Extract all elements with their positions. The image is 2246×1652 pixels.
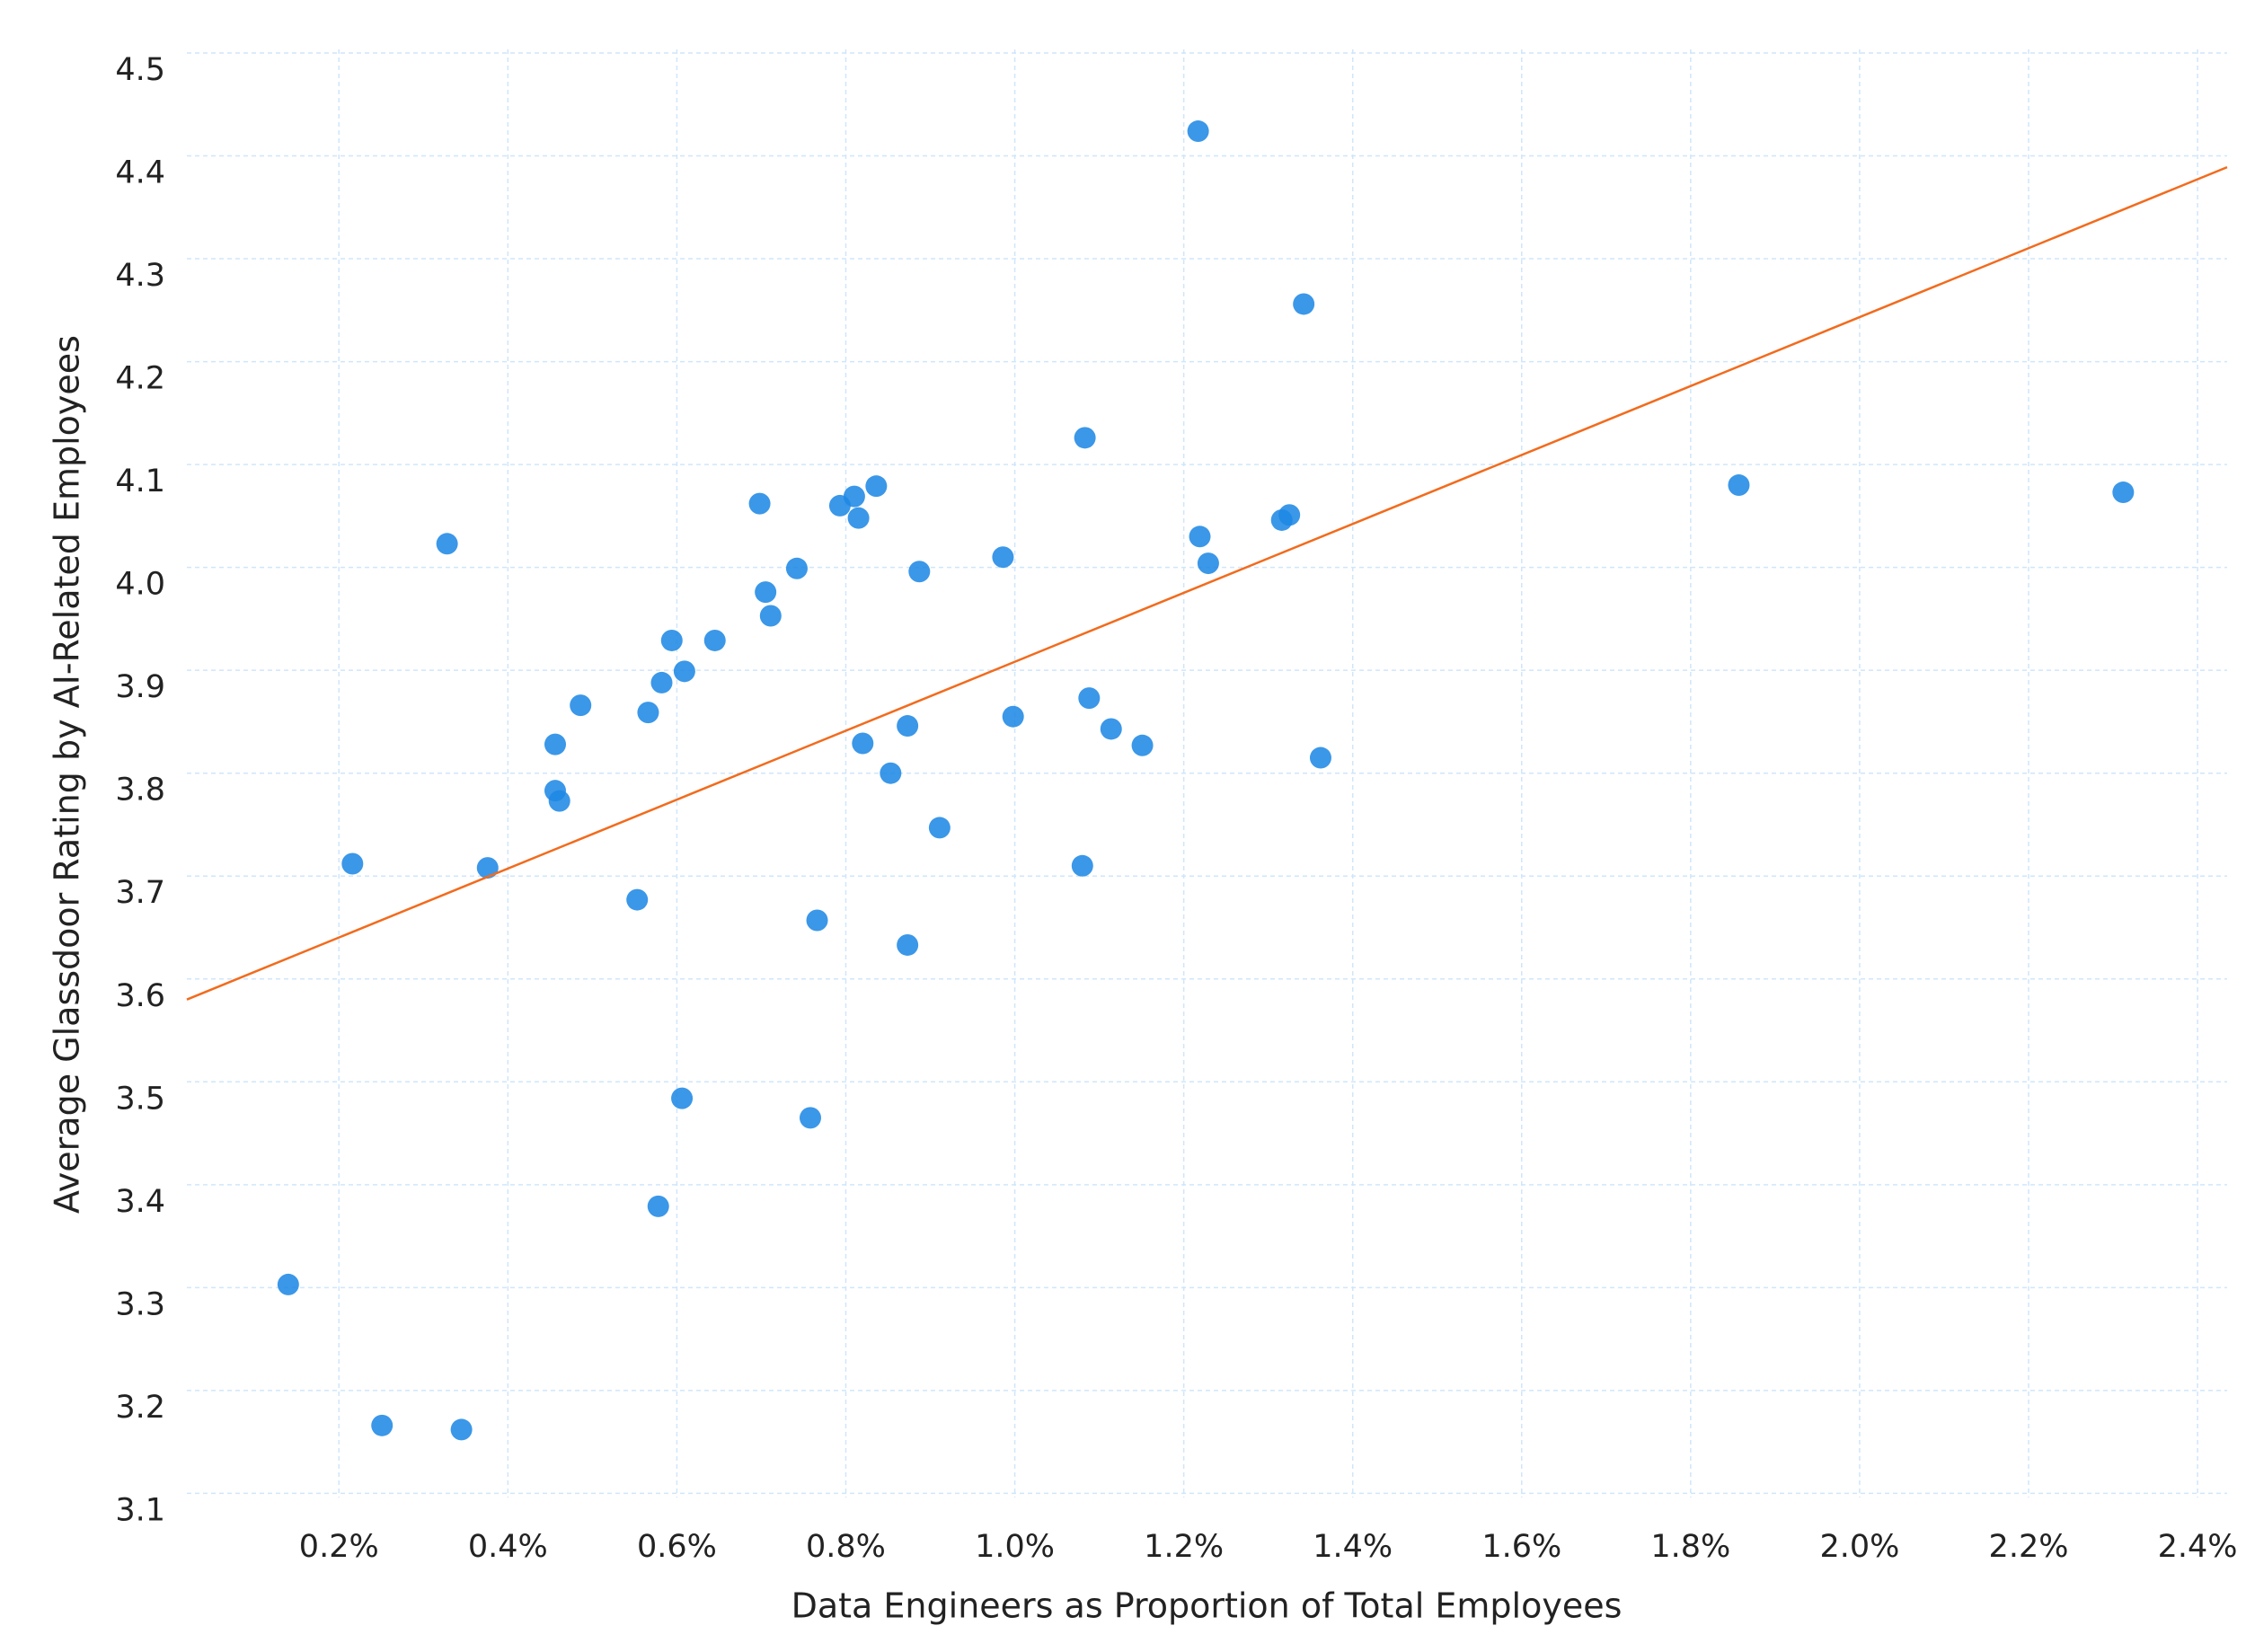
y-tick-label: 3.4 — [115, 1184, 165, 1220]
y-tick-label: 3.7 — [115, 875, 165, 911]
x-tick-label: 2.4% — [2158, 1529, 2238, 1565]
x-tick-label: 0.6% — [637, 1529, 717, 1565]
point — [436, 533, 458, 555]
y-tick-label: 3.1 — [115, 1492, 165, 1528]
point — [1309, 746, 1331, 769]
x-tick-label: 1.2% — [1144, 1529, 1224, 1565]
point — [992, 546, 1014, 569]
x-tick-label: 0.2% — [299, 1529, 379, 1565]
point — [544, 733, 567, 755]
point — [450, 1418, 473, 1441]
point — [1270, 508, 1293, 531]
point — [1197, 552, 1219, 575]
point — [2112, 481, 2135, 504]
point — [371, 1414, 393, 1436]
point — [277, 1273, 299, 1295]
point — [748, 492, 771, 515]
point — [673, 660, 695, 683]
point — [852, 732, 874, 755]
x-tick-label: 0.8% — [806, 1529, 886, 1565]
point — [897, 933, 919, 956]
point — [650, 671, 673, 693]
point — [341, 853, 364, 875]
point — [828, 494, 851, 517]
x-tick-label: 1.6% — [1481, 1529, 1561, 1565]
y-tick-label: 3.2 — [115, 1390, 165, 1426]
x-tick-label: 1.8% — [1650, 1529, 1730, 1565]
point — [570, 694, 592, 717]
point — [647, 1195, 669, 1217]
point — [880, 762, 902, 784]
point — [897, 715, 919, 738]
point — [806, 909, 828, 932]
x-tick-label: 1.4% — [1313, 1529, 1393, 1565]
point — [1189, 526, 1211, 548]
point — [799, 1107, 821, 1129]
point — [476, 857, 499, 879]
y-tick-label: 4.0 — [115, 567, 165, 603]
point — [1074, 427, 1096, 449]
point — [865, 475, 888, 498]
y-tick-label: 4.4 — [115, 155, 165, 191]
point — [928, 817, 951, 839]
point — [671, 1087, 694, 1109]
x-axis-title: Data Engineers as Proportion of Total Em… — [791, 1586, 1623, 1626]
point — [660, 629, 683, 651]
y-axis-title: Average Glassdoor Rating by AI-Related E… — [48, 335, 87, 1214]
x-tick-label: 0.4% — [468, 1529, 548, 1565]
point — [908, 561, 931, 583]
y-tick-label: 3.9 — [115, 669, 165, 705]
y-tick-label: 4.1 — [115, 464, 165, 499]
x-tick-label: 2.0% — [1819, 1529, 1899, 1565]
point — [1078, 687, 1101, 710]
y-tick-label: 3.8 — [115, 773, 165, 808]
y-tick-label: 4.3 — [115, 258, 165, 294]
point — [847, 507, 870, 529]
y-tick-label: 4.5 — [115, 52, 165, 88]
point — [1002, 705, 1024, 728]
y-tick-label: 4.2 — [115, 361, 165, 397]
x-tick-label: 1.0% — [975, 1529, 1055, 1565]
y-tick-label: 3.6 — [115, 978, 165, 1014]
point — [1187, 120, 1209, 143]
point — [1071, 854, 1093, 877]
trend-line — [186, 165, 2228, 1001]
point — [548, 790, 570, 812]
point — [1293, 293, 1315, 315]
x-tick-label: 2.2% — [1989, 1529, 2069, 1565]
point — [637, 702, 659, 724]
point — [785, 557, 808, 579]
point — [1100, 718, 1122, 740]
y-tick-label: 3.3 — [115, 1286, 165, 1322]
point — [626, 888, 649, 911]
point — [1728, 474, 1750, 497]
y-tick-label: 3.5 — [115, 1081, 165, 1117]
point — [755, 581, 777, 604]
point — [759, 605, 782, 627]
point — [703, 629, 726, 651]
point — [1131, 734, 1154, 756]
